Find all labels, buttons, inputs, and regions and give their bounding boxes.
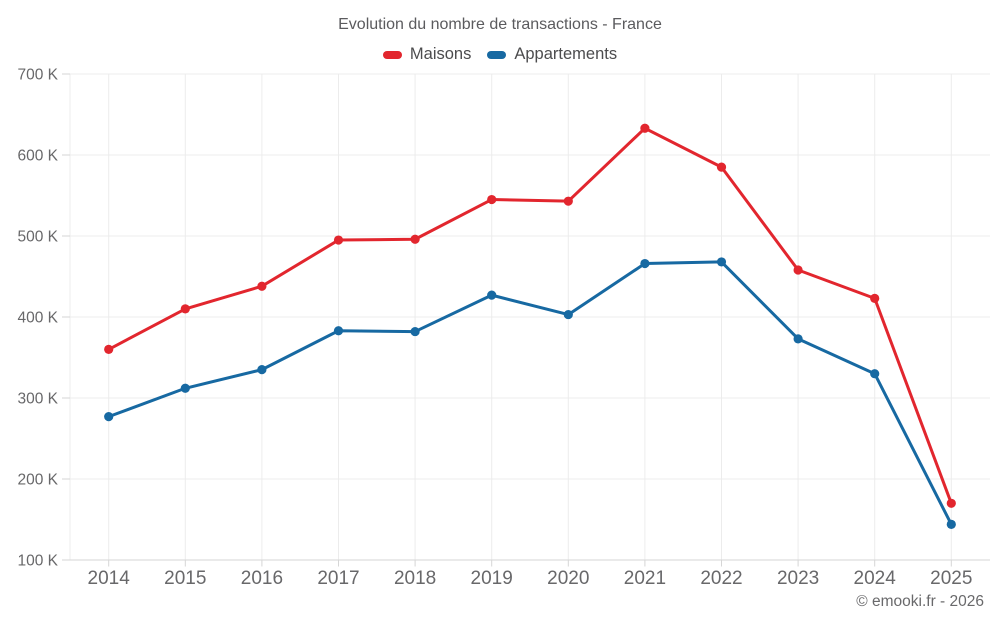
data-point-appartements-2017[interactable] bbox=[333, 326, 344, 336]
y-tick-label: 300 K bbox=[17, 391, 58, 408]
y-tick-label: 100 K bbox=[17, 553, 58, 570]
data-point-maisons-2023[interactable] bbox=[793, 265, 803, 275]
data-point-appartements-2024[interactable] bbox=[870, 369, 880, 379]
y-tick-label: 600 K bbox=[17, 148, 58, 165]
x-tick-label: 2017 bbox=[317, 568, 359, 589]
x-tick-label: 2015 bbox=[164, 568, 206, 589]
legend-item-appartements[interactable]: Appartements bbox=[487, 45, 617, 64]
data-point-appartements-2019[interactable] bbox=[487, 290, 497, 300]
data-point-maisons-2016[interactable] bbox=[257, 281, 267, 291]
data-point-appartements-2020[interactable] bbox=[563, 309, 573, 320]
maisons-series-swatch-icon bbox=[382, 50, 402, 59]
series-line-appartements bbox=[107, 260, 953, 526]
legend-label-maisons: Maisons bbox=[409, 45, 472, 63]
y-tick-label: 500 K bbox=[17, 229, 58, 246]
legend-label-appartements: Appartements bbox=[514, 45, 618, 63]
data-point-maisons-2017[interactable] bbox=[333, 235, 344, 245]
data-point-maisons-2025[interactable] bbox=[946, 498, 956, 508]
x-tick-label: 2021 bbox=[624, 568, 666, 589]
x-tick-label: 2014 bbox=[88, 568, 131, 589]
data-point-maisons-2024[interactable] bbox=[870, 293, 880, 303]
y-tick-label: 700 K bbox=[17, 67, 58, 84]
chart-title: Evolution du nombre de transactions - Fr… bbox=[338, 16, 662, 33]
x-tick-label: 2018 bbox=[394, 568, 436, 589]
data-point-maisons-2021[interactable] bbox=[640, 123, 650, 133]
series-line-maisons bbox=[107, 126, 953, 505]
x-tick-label: 2024 bbox=[854, 568, 897, 589]
data-point-appartements-2015[interactable] bbox=[180, 383, 190, 393]
data-point-appartements-2022[interactable] bbox=[716, 257, 727, 267]
x-tick-label: 2022 bbox=[700, 568, 742, 589]
x-tick-label: 2023 bbox=[777, 568, 819, 589]
data-point-appartements-2014[interactable] bbox=[104, 412, 114, 422]
appartements-series-swatch-icon bbox=[487, 50, 507, 59]
data-point-maisons-2020[interactable] bbox=[563, 196, 573, 206]
data-point-maisons-2014[interactable] bbox=[104, 344, 114, 354]
data-point-appartements-2025[interactable] bbox=[946, 519, 956, 529]
data-point-maisons-2015[interactable] bbox=[180, 304, 190, 314]
data-point-appartements-2021[interactable] bbox=[640, 258, 650, 269]
data-point-maisons-2018[interactable] bbox=[410, 234, 420, 244]
legend: Maisons Appartements bbox=[0, 45, 1000, 64]
data-point-appartements-2016[interactable] bbox=[257, 365, 267, 375]
legend-item-maisons[interactable]: Maisons bbox=[382, 45, 472, 64]
data-point-maisons-2022[interactable] bbox=[716, 162, 727, 172]
x-tick-label: 2016 bbox=[241, 568, 283, 589]
x-tick-label: 2019 bbox=[471, 568, 513, 589]
x-tick-label: 2020 bbox=[547, 568, 589, 589]
data-point-appartements-2023[interactable] bbox=[793, 334, 803, 344]
x-tick-label: 2025 bbox=[930, 568, 972, 589]
data-point-appartements-2018[interactable] bbox=[410, 326, 420, 337]
y-tick-label: 200 K bbox=[17, 472, 58, 489]
copyright-credit: © emooki.fr - 2026 bbox=[856, 593, 984, 610]
data-point-maisons-2019[interactable] bbox=[487, 194, 497, 205]
y-tick-label: 400 K bbox=[17, 310, 58, 327]
